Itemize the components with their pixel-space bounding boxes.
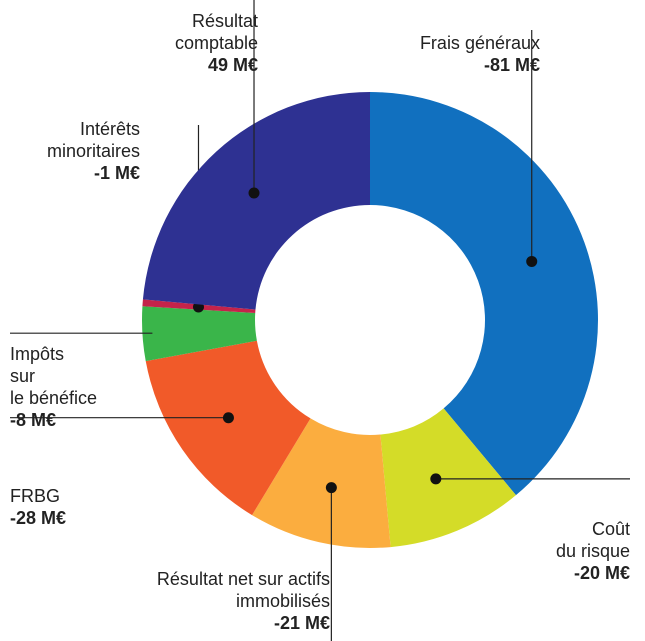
slice xyxy=(142,92,370,310)
slice-label: Coût du risque -20 M€ xyxy=(556,518,630,584)
dot xyxy=(222,412,234,424)
value-label: -21 M€ xyxy=(273,613,330,633)
slice xyxy=(142,306,257,362)
category-name: Impôts sur le bénéfice xyxy=(10,344,98,408)
category-name: Frais généraux xyxy=(419,33,540,53)
slice xyxy=(370,92,598,496)
dot xyxy=(430,473,442,485)
dot xyxy=(325,482,337,494)
value-label: -81 M€ xyxy=(483,55,540,75)
category-name: Résultat comptable xyxy=(174,11,258,53)
value-label: 49 M€ xyxy=(207,55,258,75)
category-name: FRBG xyxy=(10,486,61,506)
category-name: Coût du risque xyxy=(555,519,630,561)
slice-label: Impôts sur le bénéfice -8 M€ xyxy=(10,343,97,431)
value-label: -1 M€ xyxy=(93,163,140,183)
value-label: -28 M€ xyxy=(10,508,67,528)
slice-label: Frais généraux -81 M€ xyxy=(420,32,540,76)
value-label: -8 M€ xyxy=(10,410,57,430)
slice-label: Résultat net sur actifs immobilisés -21 M… xyxy=(157,568,330,634)
slice xyxy=(145,340,311,516)
category-name: Résultat net sur actifs immobilisés xyxy=(156,569,330,611)
slice-label: Intérêts minoritaires -1 M€ xyxy=(47,118,140,184)
dot xyxy=(526,255,538,267)
slice-label: Résultat comptable 49 M€ xyxy=(175,10,258,76)
category-name: Intérêts minoritaires xyxy=(46,119,140,161)
slice xyxy=(252,418,391,548)
dot xyxy=(248,187,260,199)
slice-label: FRBG -28 M€ xyxy=(10,485,66,529)
value-label: -20 M€ xyxy=(573,563,630,583)
slice xyxy=(380,408,516,548)
